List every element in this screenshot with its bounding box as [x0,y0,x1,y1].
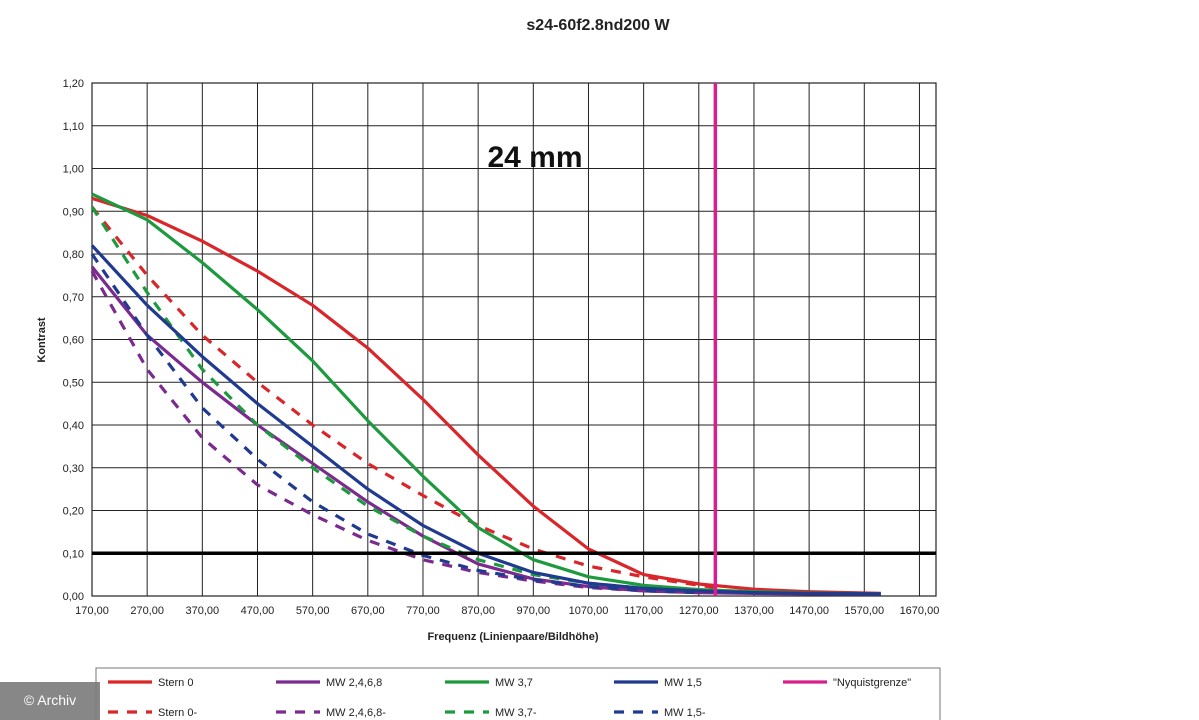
x-tick-label: 670,00 [351,605,385,617]
x-tick-label: 1170,00 [624,605,663,617]
x-axis-label: Frequenz (Linienpaare/Bildhöhe) [427,631,598,643]
series-line [90,253,699,595]
x-tick-label: 370,00 [185,605,219,617]
x-tick-label: 1370,00 [734,605,774,617]
y-tick-label: 0,10 [63,548,84,560]
x-tick-label: 770,00 [406,605,440,617]
legend-label: MW 1,5- [664,707,706,719]
legend-label: "Nyquistgrenze" [833,677,911,689]
x-tick-label: 1070,00 [569,605,609,617]
credit-text: © Archiv [24,692,76,708]
x-tick-label: 1670,00 [900,605,940,617]
annotation-label: 24 mm [487,141,582,174]
y-tick-label: 0,30 [63,463,84,475]
y-tick-label: 1,10 [63,121,84,133]
x-tick-label: 170,00 [75,605,109,617]
x-tick-label: 870,00 [461,605,495,617]
legend-label: MW 3,7 [495,677,533,689]
series-line [90,206,699,593]
y-tick-label: 1,20 [63,78,84,90]
y-tick-label: 0,90 [63,206,84,218]
x-tick-label: 1270,00 [679,605,719,617]
y-tick-label: 0,40 [63,420,84,432]
plot-area: 170,00 270,00 370,00 470,00 570,00 670,00 770,… [63,78,940,617]
legend-label: MW 1,5 [664,677,702,689]
legend: Stern 0 MW 2,4,6,8 MW 3,7 MW 1,5 "Nyquistgre… [95,667,941,720]
x-tick-label: 1570,00 [844,605,884,617]
legend-label: Stern 0- [158,707,197,719]
x-tick-label: 470,00 [241,605,275,617]
series-line [90,205,716,590]
y-tick-label: 0,70 [63,292,84,304]
y-tick-label: 0,60 [63,335,84,347]
credit-background [0,682,100,720]
credit-badge: © Archiv [0,682,100,720]
x-tick-label: 570,00 [296,605,330,617]
y-tick-label: 0,00 [63,591,84,603]
legend-label: MW 3,7- [495,707,537,719]
x-tick-label: 270,00 [130,605,164,617]
legend-label: MW 2,4,6,8 [326,677,382,689]
legend-label: MW 2,4,6,8- [326,707,386,719]
y-axis-label: Kontrast [36,317,48,363]
y-tick-label: 0,80 [63,249,84,261]
y-tick-label: 1,00 [63,164,84,176]
legend-frame [95,667,941,720]
legend-label: Stern 0 [158,677,193,689]
series-line [91,196,881,595]
y-tick-label: 0,20 [63,506,84,518]
y-tick-label: 0,50 [63,377,84,389]
x-tick-label: 1470,00 [789,605,829,617]
x-tick-label: 970,00 [516,605,550,617]
chart-title: s24-60f2.8nd200 W [526,17,670,34]
